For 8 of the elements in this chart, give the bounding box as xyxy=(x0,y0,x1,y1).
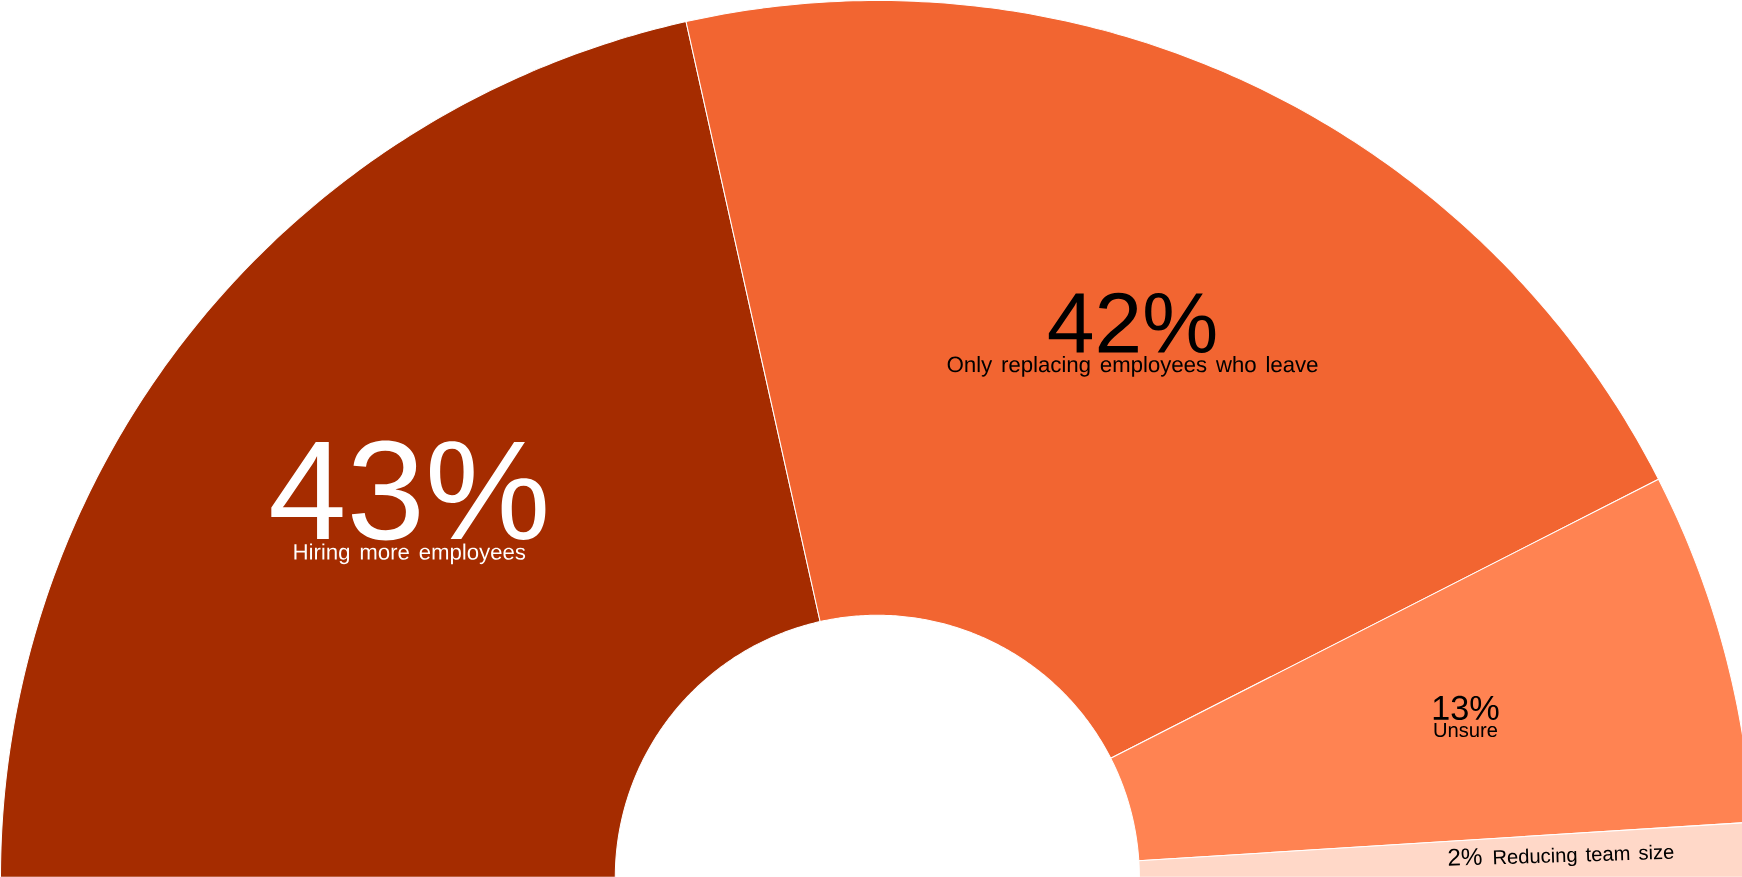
data-label: 42% xyxy=(1048,292,1216,353)
slice-label: Unsure xyxy=(1434,722,1498,737)
data-label: 13% xyxy=(1433,695,1499,720)
data-label: 43% xyxy=(271,440,546,541)
slice-label: Reducing team size xyxy=(1493,844,1674,866)
slice-label: Hiring more employees xyxy=(294,543,526,565)
data-label: 2% xyxy=(1448,848,1482,866)
slice-label: Only replacing employees who leave xyxy=(947,355,1318,377)
